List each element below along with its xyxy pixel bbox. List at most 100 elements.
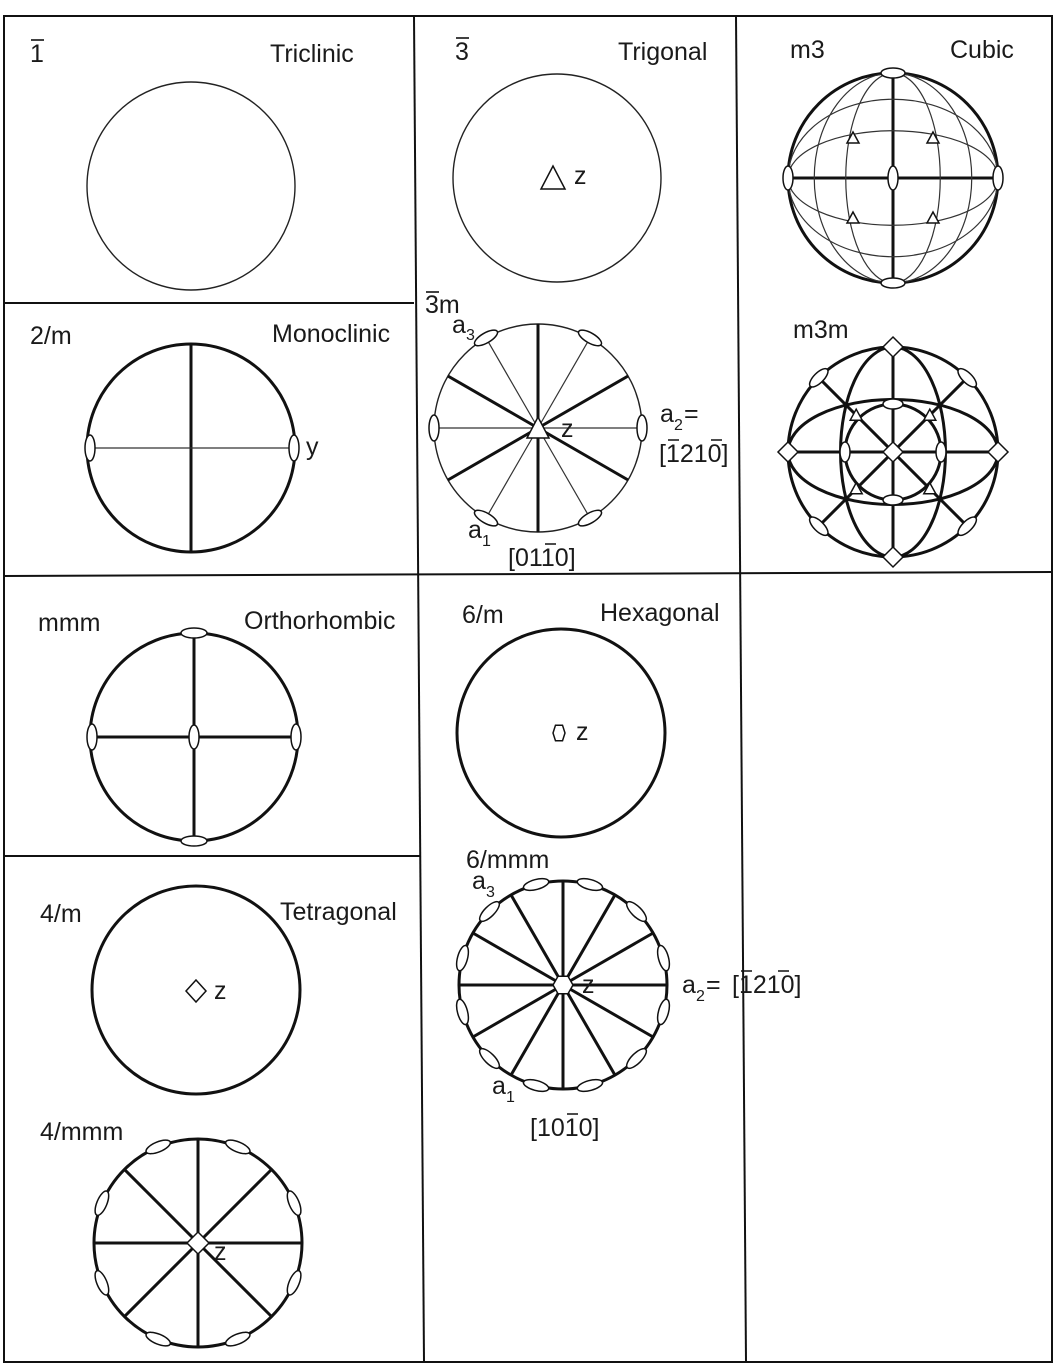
trigonal-3m-a3-sub: 3 [466,327,475,344]
threefold-axis-icon [925,130,941,144]
trigonal-3m-a1-sub: 1 [482,533,491,550]
hexagonal-symbol: 6/m [462,601,504,629]
threefold-axis-icon [848,481,864,495]
twofold-axis-icon [935,441,947,463]
trigonal-3m-symbol: 3m [425,291,460,319]
threefold-axis-icon [848,407,864,421]
triclinic-symbol: 1 [30,40,44,68]
table-grid [3,15,1053,1363]
mirror-line [472,983,564,1039]
mirror-line [509,894,565,986]
panel-trigonal-3m: 3m z a 3 a 1 a 2 = [1210] [0110] [425,291,729,572]
mirror-line [123,1168,200,1245]
hexagonal-name: Hexagonal [600,599,720,627]
twofold-axis-icon [576,1078,604,1093]
hexagonal-6mmm-a2-index: [1210] [732,971,802,999]
twofold-axis-icon [286,1269,302,1296]
trigonal-3m-a1-label: a [468,516,482,544]
great-circle-arc [813,72,894,284]
orthorhombic-symbol: mmm [38,609,100,637]
monoclinic-axis-label: y [306,433,319,461]
cubic-symbol: m3 [790,36,825,64]
threefold-axis-icon [845,210,861,224]
hexagonal-6mmm-z-label: z [582,971,595,999]
mirror-line [561,894,617,986]
hexagonal-6mmm-a1-label: a [492,1072,506,1100]
trigonal-3m-a2-equals: = [684,400,699,428]
mirror-line [562,931,654,987]
mirror-line [561,984,617,1076]
trigonal-symbol: 3 [455,38,469,66]
mirror-line [537,374,629,430]
fourfold-axis-icon [776,440,800,464]
threefold-axis-icon [845,130,861,144]
mirror-line [447,426,539,482]
twofold-axis-icon [577,329,603,347]
twofold-axis-icon [473,329,499,347]
cubic-name: Cubic [950,36,1014,64]
threefold-axis-icon [922,407,938,421]
hexagonal-6mmm-a3-label: a [472,867,486,895]
tetragonal-4mmm-axis-label: z [214,1238,227,1266]
twofold-axis-icon [180,627,208,639]
trigonal-axis-label: z [574,162,587,190]
sixfold-axis-icon [552,975,574,995]
hexagonal-6mmm-a1-sub: 1 [506,1089,515,1106]
twofold-axis-icon [577,509,603,527]
trigonal-3m-z-label: z [561,415,574,443]
fourfold-axis-icon [881,335,905,359]
threefold-axis-icon [922,481,938,495]
twofold-axis-icon [656,998,671,1026]
hexagonal-axis-label: z [576,718,589,746]
twofold-axis-icon [636,414,648,442]
twofold-axis-icon [94,1190,110,1217]
twofold-axis-icon [882,494,904,506]
panel-cubic-m3: m3 Cubic [782,36,1014,289]
twofold-axis-icon [473,509,499,527]
great-circle-arc [892,72,973,284]
panel-tetragonal: 4/m Tetragonal z [40,884,397,1096]
trigonal-stereogram [452,73,662,283]
twofold-axis-icon [478,1047,501,1070]
mirror-line [537,427,591,519]
twofold-axis-icon [188,724,200,750]
twofold-axis-icon [576,877,604,892]
hexagonal-6mmm-mirrors [459,881,667,1089]
twofold-axis-icon [145,1331,172,1347]
mirror-line [537,337,591,429]
row-divider-main [3,571,1053,577]
trigonal-name: Trigonal [618,38,707,66]
twofold-axis-icon [224,1331,251,1347]
twofold-axis-icon [808,516,829,537]
great-circle-arc [787,130,999,179]
sixfold-axis-icon [552,724,566,742]
trigonal-3m-a2-label: a [660,400,674,428]
hexagonal-6mmm-twofold-axes [455,877,671,1093]
great-circle-arc [892,72,941,284]
twofold-axis-icon [428,414,440,442]
twofold-axis-icon [455,998,470,1026]
twofold-axis-icon [839,441,851,463]
fourfold-axis-icon [986,440,1010,464]
orthorhombic-name: Orthorhombic [244,607,395,635]
twofold-axis-icon [145,1139,172,1155]
twofold-axis-icon [180,835,208,847]
mirror-line [509,984,565,1076]
panel-hexagonal: 6/m Hexagonal z [455,599,720,839]
fourfold-axis-icon [185,1230,211,1256]
mirror-line [196,1241,273,1318]
twofold-axis-icon [288,434,300,462]
hexagonal-6mmm-bottom-index: [1010] [530,1114,600,1142]
twofold-axis-icon [880,277,906,289]
twofold-axis-icon [887,165,899,191]
fourfold-axis-icon [184,978,208,1004]
hexagonal-6mmm-a3-sub: 3 [486,884,495,901]
threefold-axis-icon [925,210,941,224]
trigonal-3m-a2-sub: 2 [674,417,683,434]
threefold-axis-icon [539,164,567,190]
twofold-axis-icon [882,398,904,410]
fourfold-axis-icon [881,545,905,569]
twofold-axis-icon [94,1269,110,1296]
great-circle-arc [787,177,999,258]
trigonal-3m-a3-label: a [452,311,466,339]
